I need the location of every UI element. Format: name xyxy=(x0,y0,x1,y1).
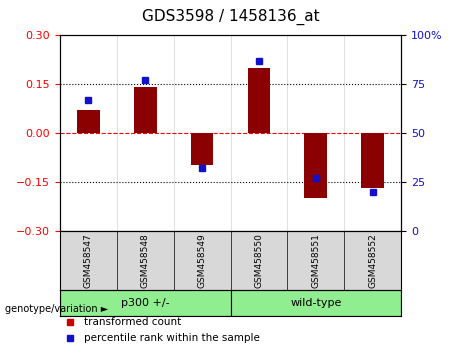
Bar xyxy=(77,110,100,133)
Text: wild-type: wild-type xyxy=(290,298,342,308)
Text: GSM458548: GSM458548 xyxy=(141,234,150,288)
Text: GSM458550: GSM458550 xyxy=(254,234,263,289)
Bar xyxy=(191,133,213,165)
Text: GSM458552: GSM458552 xyxy=(368,234,377,288)
Text: percentile rank within the sample: percentile rank within the sample xyxy=(84,333,260,343)
Text: GSM458547: GSM458547 xyxy=(84,234,93,288)
Text: GSM458549: GSM458549 xyxy=(198,234,207,288)
Text: p300 +/-: p300 +/- xyxy=(121,298,170,308)
Bar xyxy=(304,133,327,198)
Text: GDS3598 / 1458136_at: GDS3598 / 1458136_at xyxy=(142,8,319,25)
Bar xyxy=(248,68,270,133)
Text: GSM458551: GSM458551 xyxy=(311,234,320,289)
Text: transformed count: transformed count xyxy=(84,318,181,327)
Bar xyxy=(134,87,157,133)
Bar xyxy=(230,290,401,316)
Text: genotype/variation ►: genotype/variation ► xyxy=(5,304,108,314)
Bar xyxy=(60,290,230,316)
Bar xyxy=(361,133,384,188)
